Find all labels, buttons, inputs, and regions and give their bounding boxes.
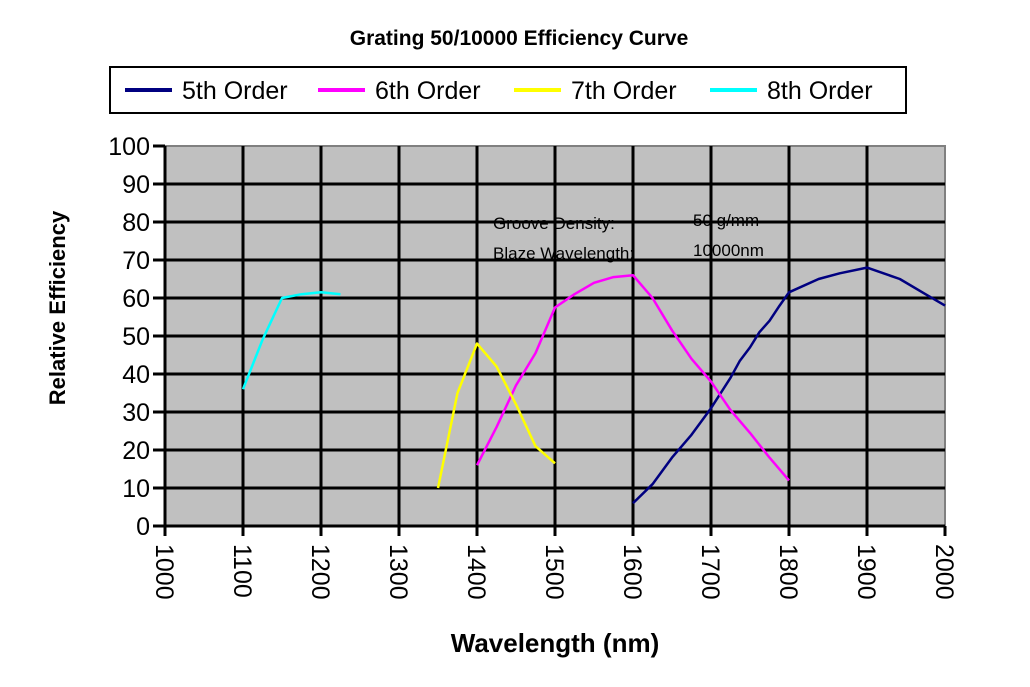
x-tick-label: 1600 <box>618 544 646 600</box>
legend: 5th Order 6th Order 7th Order 8th Order <box>109 66 907 114</box>
y-axis-title: Relative Efficiency <box>45 210 70 405</box>
legend-label: 7th Order <box>571 77 677 105</box>
y-tick-label: 60 <box>122 285 150 313</box>
chart-title: Grating 50/10000 Efficiency Curve <box>350 27 689 50</box>
x-tick-label: 1900 <box>852 544 880 600</box>
annotation: Groove Density: 50 g/mm Blaze Wavelength: 1… <box>493 211 764 263</box>
legend-box <box>109 66 907 114</box>
plot-area: Groove Density: 50 g/mm Blaze Wavelength: 1… <box>153 144 947 536</box>
x-tick-label: 1000 <box>150 544 178 600</box>
x-tick-label: 1400 <box>462 544 490 600</box>
legend-label: 5th Order <box>182 77 288 105</box>
y-tick-label: 90 <box>122 171 150 199</box>
legend-label: 6th Order <box>375 77 481 105</box>
x-tick-label: 1100 <box>228 544 256 598</box>
series-line-6th-order <box>475 273 790 482</box>
y-tick-label: 40 <box>122 361 150 389</box>
x-tick-label: 2000 <box>930 544 958 600</box>
y-tick-label: 80 <box>122 209 150 237</box>
y-tick-label: 50 <box>122 323 150 351</box>
annotation-label: Blaze Wavelength: <box>493 244 634 263</box>
series-line-7th-order <box>436 342 556 489</box>
x-axis-title: Wavelength (nm) <box>451 628 659 658</box>
x-tick-label: 1300 <box>384 544 412 600</box>
y-tick-label: 100 <box>108 133 150 161</box>
annotation-value: 50 g/mm <box>693 211 759 230</box>
x-tick-label: 1800 <box>774 544 802 600</box>
x-tick-label: 1500 <box>540 544 568 600</box>
series-line-5th-order <box>632 266 946 505</box>
y-tick-label: 10 <box>122 475 150 503</box>
legend-label: 8th Order <box>767 77 873 105</box>
y-tick-label: 70 <box>122 247 150 275</box>
annotation-value: 10000nm <box>693 241 764 260</box>
y-tick-label: 30 <box>122 399 150 427</box>
y-tick-label: 20 <box>122 437 150 465</box>
y-tick-label: 0 <box>136 513 150 541</box>
annotation-label: Groove Density: <box>493 214 615 233</box>
x-tick-label: 1700 <box>696 544 724 600</box>
series-line-8th-order <box>241 291 341 390</box>
x-tick-label: 1200 <box>306 544 334 600</box>
